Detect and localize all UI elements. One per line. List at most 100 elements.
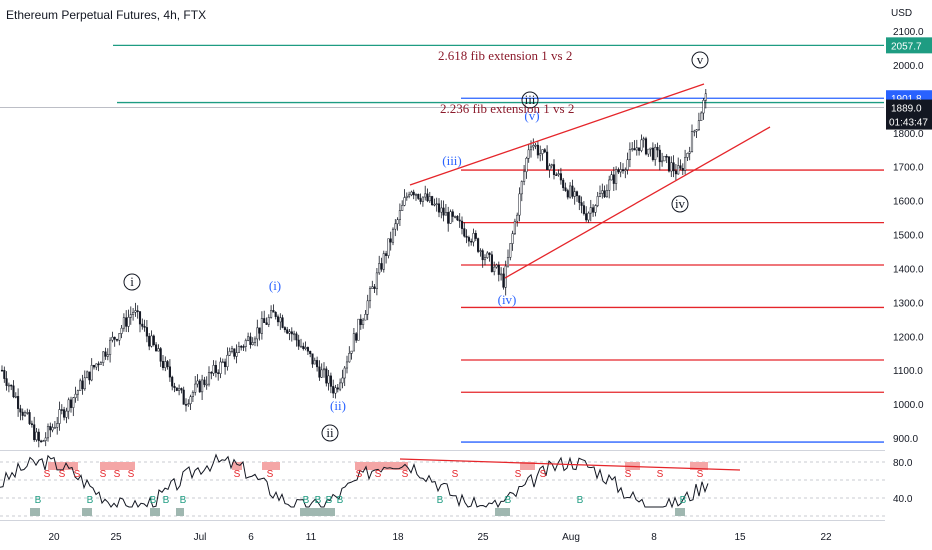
- price-tag-last-value: 1889.0: [891, 104, 922, 115]
- candle-body: [502, 273, 505, 288]
- osc-oversold-block: [495, 508, 510, 516]
- osc-oversold-block: [30, 508, 40, 516]
- candle-body: [431, 196, 434, 206]
- candle-body: [253, 338, 257, 343]
- wave-circle-i: [123, 273, 141, 291]
- candle-body: [546, 151, 549, 170]
- osc-buy-signal: B: [87, 495, 94, 506]
- candle-body: [244, 340, 247, 347]
- osc-divergence: [399, 458, 741, 471]
- candle-body: [279, 317, 282, 323]
- candle-body: [447, 212, 450, 224]
- osc-buy-signal: B: [180, 495, 187, 506]
- candle-body: [53, 427, 56, 429]
- candle-body: [5, 378, 8, 386]
- candle-body: [424, 193, 427, 198]
- candle-body: [440, 207, 443, 213]
- candle-body: [7, 384, 10, 387]
- candle-body: [414, 193, 418, 196]
- candle-body: [359, 318, 362, 325]
- candle-body: [382, 253, 385, 270]
- candle-body: [313, 360, 316, 365]
- candle-body: [566, 190, 569, 198]
- candle-body: [118, 333, 121, 341]
- osc-oversold-block: [82, 508, 92, 516]
- candle-body: [274, 311, 277, 317]
- osc-overbought-block: [48, 462, 78, 470]
- candle-body: [700, 112, 703, 121]
- candle-body: [201, 379, 204, 393]
- candle-body: [667, 156, 671, 172]
- osc-buy-signal: B: [35, 495, 42, 506]
- candle-body: [327, 375, 330, 384]
- candle-body: [454, 216, 457, 218]
- candle-body: [318, 366, 321, 378]
- candle-body: [235, 352, 238, 357]
- candle-body: [449, 211, 452, 224]
- osc-overbought-block: [355, 462, 408, 470]
- candle-body: [341, 377, 344, 384]
- candle-body: [350, 350, 353, 354]
- osc-sell-signal: S: [657, 469, 664, 480]
- candle-body: [564, 187, 567, 191]
- candle-body: [122, 317, 125, 329]
- candle-body: [362, 319, 365, 325]
- candle-body: [155, 344, 158, 352]
- candle-body: [111, 336, 114, 341]
- candle-body: [63, 409, 66, 418]
- price-tag-last: 1889.0 01:43:47: [886, 99, 932, 130]
- candle-body: [603, 190, 606, 198]
- candle-body: [30, 423, 33, 425]
- price-tag-top-bg: [886, 37, 932, 54]
- candle-body: [548, 165, 551, 170]
- osc-sell-signal: S: [697, 469, 704, 480]
- candle-body: [486, 252, 489, 258]
- candle-body: [690, 131, 694, 153]
- candle-body: [355, 333, 358, 341]
- osc-buy-signal: B: [337, 495, 344, 506]
- candle-body: [173, 385, 176, 389]
- candle-body: [283, 327, 286, 330]
- candle-body: [352, 333, 355, 352]
- candle-body: [166, 361, 169, 367]
- candle-body: [152, 335, 155, 346]
- candle-body: [575, 191, 579, 197]
- candle-body: [394, 223, 397, 230]
- candle-body: [621, 169, 625, 172]
- wave-circle-iv: [671, 195, 689, 213]
- candle-body: [143, 326, 146, 328]
- candle-body: [164, 361, 167, 369]
- candle-body: [267, 317, 270, 325]
- osc-sell-signal: S: [540, 469, 547, 480]
- candle-body: [233, 348, 236, 357]
- candle-body: [617, 169, 620, 173]
- candle-body: [433, 203, 436, 206]
- candle-body: [322, 368, 326, 371]
- candle-body: [226, 354, 229, 368]
- candle-body: [272, 310, 275, 313]
- candle-body: [240, 346, 243, 348]
- candle-body: [539, 153, 542, 156]
- candle-body: [194, 383, 197, 393]
- wave-label-iv: iv: [675, 196, 686, 211]
- candle-body: [594, 205, 597, 213]
- candle-body: [3, 370, 6, 379]
- candle-body: [295, 333, 298, 341]
- osc-oversold-block: [176, 508, 184, 516]
- candle-body: [513, 220, 516, 234]
- osc-buy-signal: B: [326, 495, 333, 506]
- osc-sell-signal: S: [267, 469, 274, 480]
- candle-body: [557, 173, 560, 176]
- candle-body: [19, 408, 22, 413]
- candle-body: [543, 149, 546, 153]
- candle-body: [97, 363, 100, 366]
- osc-sell-signal: S: [356, 469, 363, 480]
- osc-buy-signal: B: [577, 495, 584, 506]
- candle-body: [83, 377, 86, 390]
- osc-sell-signal: S: [234, 469, 241, 480]
- candle-body: [371, 286, 374, 289]
- y-tick-label: 2100.0: [893, 27, 924, 38]
- candle-body: [150, 335, 153, 347]
- candle-body: [442, 207, 445, 216]
